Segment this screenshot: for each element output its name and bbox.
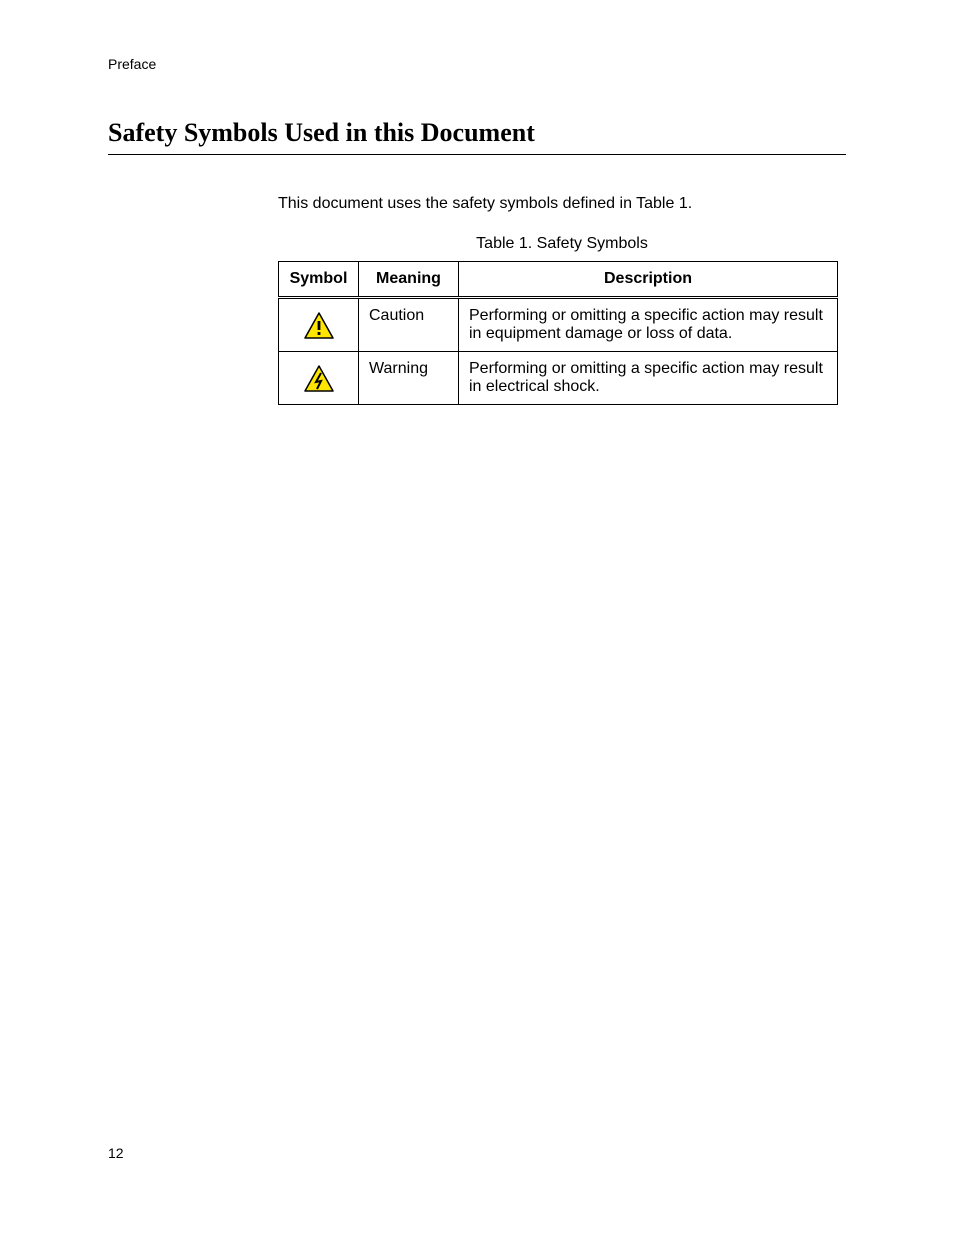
safety-symbols-table: Symbol Meaning Description Caution Perfo… <box>278 261 838 405</box>
page-number: 12 <box>108 1145 124 1161</box>
content-region: This document uses the safety symbols de… <box>278 195 846 405</box>
meaning-cell: Warning <box>359 352 459 405</box>
caution-triangle-icon <box>304 312 334 339</box>
table-row: Warning Performing or omitting a specifi… <box>279 352 838 405</box>
table-caption: Table 1. Safety Symbols <box>278 235 846 253</box>
symbol-cell-warning <box>279 352 359 405</box>
table-row: Caution Performing or omitting a specifi… <box>279 298 838 352</box>
section-title: Safety Symbols Used in this Document <box>108 118 846 155</box>
warning-triangle-icon <box>304 365 334 392</box>
description-cell: Performing or omitting a specific action… <box>459 352 838 405</box>
meaning-cell: Caution <box>359 298 459 352</box>
col-header-description: Description <box>459 262 838 298</box>
col-header-meaning: Meaning <box>359 262 459 298</box>
description-cell: Performing or omitting a specific action… <box>459 298 838 352</box>
page-header-label: Preface <box>108 56 846 72</box>
intro-paragraph: This document uses the safety symbols de… <box>278 195 846 213</box>
table-header-row: Symbol Meaning Description <box>279 262 838 298</box>
symbol-cell-caution <box>279 298 359 352</box>
col-header-symbol: Symbol <box>279 262 359 298</box>
